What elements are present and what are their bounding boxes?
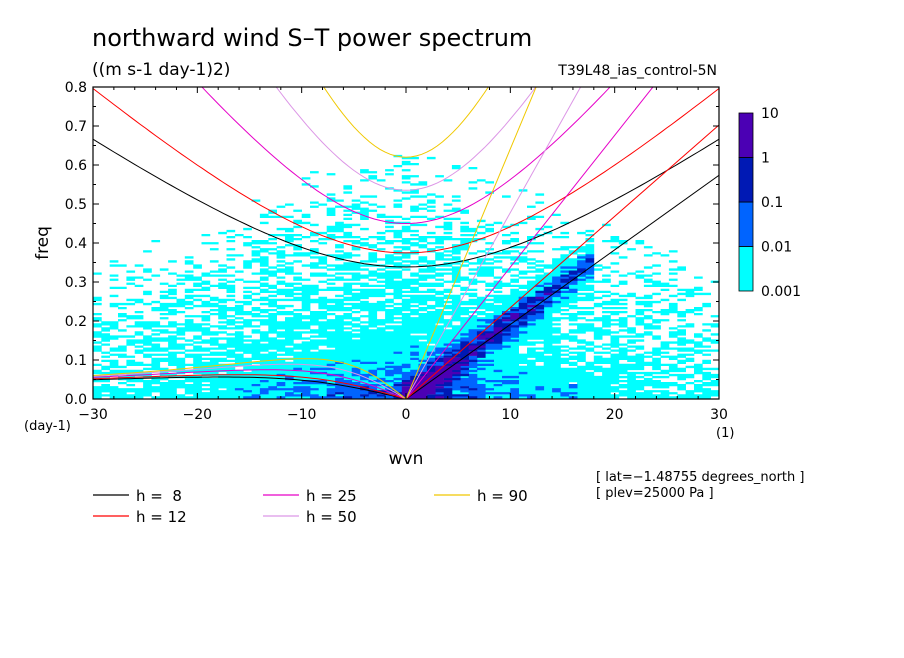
x-unit-label: (1) bbox=[716, 426, 734, 441]
y-axis-label: freq bbox=[33, 226, 53, 260]
y-tick-label: 0.5 bbox=[65, 197, 87, 213]
legend-label-h25: h = 25 bbox=[306, 487, 357, 505]
dispersion-curves bbox=[93, 87, 719, 399]
colorbar: 0.001 0.01 0.1 1 10 bbox=[738, 106, 801, 300]
kelvin-line-h90 bbox=[405, 87, 537, 399]
y-tick-label: 0.2 bbox=[65, 314, 87, 330]
y-tick-label: 0.8 bbox=[65, 80, 87, 96]
kelvin-line-h12 bbox=[405, 124, 719, 399]
y-tick-label: 0.6 bbox=[65, 158, 87, 174]
y-tick-label: 0.4 bbox=[65, 236, 87, 252]
y-axis: 0.0 0.1 0.2 0.3 0.4 0.5 0.6 0.7 0.8 bbox=[65, 80, 719, 408]
colorbar-label: 0.001 bbox=[761, 284, 801, 300]
heatmap-level-3 bbox=[401, 292, 553, 399]
x-axis-label: wvn bbox=[389, 449, 424, 469]
colorbar-label: 10 bbox=[761, 106, 779, 122]
pressure-note: [ plev=25000 Pa ] bbox=[596, 486, 714, 501]
heatmap-layer bbox=[93, 154, 719, 399]
gravity-curve-h50 bbox=[275, 87, 537, 191]
chart-units: ((m s-1 day-1)2) bbox=[92, 60, 230, 80]
gravity-curve-h12 bbox=[93, 88, 719, 254]
rossby-curve-h50 bbox=[93, 363, 407, 399]
y-tick-label: 0.3 bbox=[65, 275, 87, 291]
latitude-note: [ lat=−1.48755 degrees_north ] bbox=[596, 470, 804, 485]
rossby-curve-h25 bbox=[93, 369, 407, 399]
kelvin-line-h50 bbox=[405, 87, 582, 399]
colorbar-label: 0.1 bbox=[761, 195, 783, 211]
gravity-curve-h8 bbox=[93, 138, 719, 268]
y-unit-label: (day-1) bbox=[24, 419, 71, 434]
colorbar-box-1 bbox=[738, 201, 754, 247]
legend-label-h50: h = 50 bbox=[306, 508, 357, 526]
x-axis: −30 −20 −10 0 10 20 30 bbox=[78, 87, 728, 423]
colorbar-label: 1 bbox=[761, 151, 770, 167]
x-tick-label: 10 bbox=[501, 407, 519, 423]
heatmap-level-2 bbox=[326, 258, 595, 399]
legend-label-h90: h = 90 bbox=[477, 487, 528, 505]
y-tick-label: 0.1 bbox=[65, 353, 87, 369]
x-tick-label: 30 bbox=[710, 407, 728, 423]
y-tick-label: 0.7 bbox=[65, 119, 87, 135]
legend-label-h12: h = 12 bbox=[136, 508, 187, 526]
legend: h = 8 h = 12 h = 25 h = 50 h = 90 bbox=[93, 487, 528, 526]
chart-title: northward wind S–T power spectrum bbox=[92, 24, 532, 52]
colorbar-box-3 bbox=[738, 112, 754, 158]
colorbar-box-2 bbox=[738, 157, 754, 203]
kelvin-line-h8 bbox=[405, 174, 719, 399]
y-tick-label: 0.0 bbox=[65, 392, 87, 408]
experiment-label: T39L48_ias_control-5N bbox=[557, 63, 717, 79]
rossby-curve-h90 bbox=[93, 358, 407, 399]
rossby-curve-h12 bbox=[93, 374, 407, 399]
x-tick-label: 0 bbox=[402, 407, 411, 423]
heatmap-level-0 bbox=[93, 154, 719, 399]
legend-label-h8: h = 8 bbox=[136, 487, 182, 505]
x-tick-label: 20 bbox=[606, 407, 624, 423]
gravity-curve-h90 bbox=[323, 87, 489, 158]
rossby-curve-h8 bbox=[93, 376, 407, 399]
kelvin-line-h25 bbox=[405, 87, 654, 399]
heatmap-level-1 bbox=[234, 254, 595, 399]
x-tick-label: −30 bbox=[78, 407, 108, 423]
colorbar-box-0 bbox=[738, 246, 754, 292]
x-tick-label: −20 bbox=[183, 407, 213, 423]
colorbar-label: 0.01 bbox=[761, 240, 792, 256]
x-tick-label: −10 bbox=[287, 407, 317, 423]
gravity-curve-h25 bbox=[201, 87, 611, 225]
